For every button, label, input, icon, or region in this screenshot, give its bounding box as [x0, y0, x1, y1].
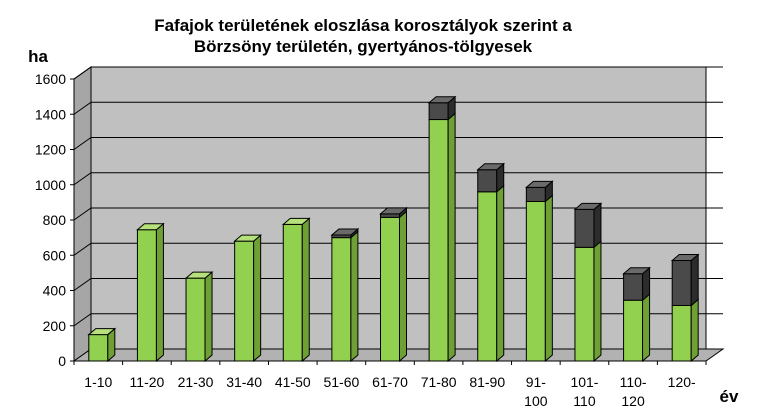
y-tick-label: 1200 — [35, 142, 66, 158]
bar-3-top — [233, 234, 263, 242]
bar-11-top — [622, 267, 651, 275]
y-tick-labels: 0 200 400 600 800 1000 1200 1400 1600 — [35, 71, 66, 369]
bar-12-series-1-side — [690, 253, 699, 307]
x-tick-label-4-line-0: 41-50 — [275, 374, 311, 390]
bar-5-top — [330, 228, 360, 236]
bar-1-series-0-side — [155, 222, 164, 363]
x-tick-label-9-line-0: 91- — [526, 374, 547, 390]
bar-2-series-0 — [185, 277, 206, 362]
gridline — [73, 242, 723, 256]
bar-2-series-0-side — [204, 271, 213, 363]
x-tick-label-7-line-0: 71-80 — [421, 374, 457, 390]
bar-3-series-0-side — [253, 234, 262, 363]
bar-5-series-0 — [331, 237, 352, 362]
bar-11-series-0-side — [642, 293, 651, 363]
bar-8-series-1 — [477, 169, 498, 193]
bar-12-series-1 — [671, 260, 692, 306]
bar-10-series-1-side — [593, 202, 602, 249]
bar-10-series-0 — [574, 246, 595, 362]
x-tick-label-11-line-0: 110- — [620, 374, 647, 390]
gridline — [73, 207, 723, 221]
gridline — [73, 137, 723, 150]
bar-7-series-0 — [428, 119, 449, 362]
gridline — [73, 313, 723, 327]
y-tick-label: 400 — [43, 283, 67, 299]
bar-9-series-0-side — [544, 194, 553, 363]
bar-10-series-1 — [574, 208, 595, 248]
bar-10-series-0-side — [593, 240, 602, 363]
axes — [70, 78, 707, 365]
x-tick-label-8-line-0: 81-90 — [469, 374, 505, 390]
bar-8-series-0-side — [496, 184, 505, 363]
bar-7-series-0-side — [447, 112, 456, 363]
bar-7-top — [427, 96, 457, 104]
bar-0-top — [87, 328, 117, 336]
y-tick-label: 1400 — [35, 106, 66, 122]
gridline — [73, 278, 723, 291]
bar-6-series-0 — [380, 216, 400, 362]
bar-5-series-0-side — [350, 230, 359, 363]
x-tick-label-6-line-0: 61-70 — [372, 374, 408, 390]
bar-1-series-0 — [136, 229, 157, 362]
bar-12-series-0 — [671, 304, 692, 362]
bar-0-series-0 — [88, 334, 109, 362]
x-tick-label-2-line-0: 21-30 — [178, 374, 214, 390]
y-tick-label: 1000 — [35, 177, 66, 193]
x-tick-label-5-line-0: 51-60 — [323, 374, 359, 390]
x-tick-label-10-line-0: 101- — [570, 374, 598, 390]
bar-4-series-0-side — [301, 217, 310, 363]
bars — [87, 95, 700, 363]
gridline — [73, 66, 723, 80]
bar-6-series-0-side — [399, 210, 407, 363]
bar-6-top — [379, 207, 408, 215]
bar-4-series-0 — [282, 223, 303, 362]
gridlines — [73, 66, 723, 327]
y-axis-label: ha — [28, 47, 48, 66]
x-tick-label-3-line-0: 31-40 — [226, 374, 262, 390]
x-tick-labels: 1-10 11-20 21-30 31-40 41-50 51-60 61-70 71-80 8… — [84, 374, 696, 409]
x-tick-label-1-line-0: 11-20 — [130, 374, 165, 390]
bar-3-series-0 — [234, 240, 255, 362]
bar-9-top — [524, 180, 554, 188]
gridline — [73, 172, 723, 186]
bar-7-series-1 — [428, 102, 449, 121]
bar-2-top — [184, 271, 214, 279]
bar-9-series-0 — [525, 200, 546, 362]
x-tick-label-12-line-0: 120- — [668, 374, 696, 390]
bar-11-series-1 — [623, 273, 644, 301]
bar-4-top — [281, 217, 311, 225]
y-tick-label: 800 — [43, 212, 67, 228]
chart-title-line-2: Börzsöny területén, gyertyános-tölgyesek — [194, 37, 533, 56]
y-tick-label: 200 — [43, 318, 67, 334]
bar-11-series-0 — [623, 299, 644, 362]
x-axis-label: év — [720, 387, 739, 406]
gridline — [73, 101, 723, 115]
bar-8-series-0 — [477, 191, 498, 362]
bar-12-series-0-side — [690, 298, 699, 363]
y-tick-label: 1600 — [35, 71, 66, 87]
x-tick-label-11-line-1: 120 — [621, 393, 645, 409]
x-tick-label-10-line-1: 110 — [573, 393, 596, 409]
y-tick-label: 0 — [58, 353, 66, 369]
x-tick-label-0-line-0: 1-10 — [84, 374, 112, 390]
bar-6-series-1 — [380, 213, 400, 218]
bar-12-top — [670, 254, 700, 262]
x-tick-label-9-line-1: 100 — [524, 393, 548, 409]
bar-1-top — [136, 223, 165, 231]
bar-9-series-1 — [525, 186, 546, 202]
bar-8-top — [476, 163, 506, 171]
y-tick-label: 600 — [43, 247, 67, 263]
chart-title-line-1: Fafajok területének eloszlása korosztály… — [154, 16, 572, 35]
bar-10-top — [573, 202, 603, 210]
